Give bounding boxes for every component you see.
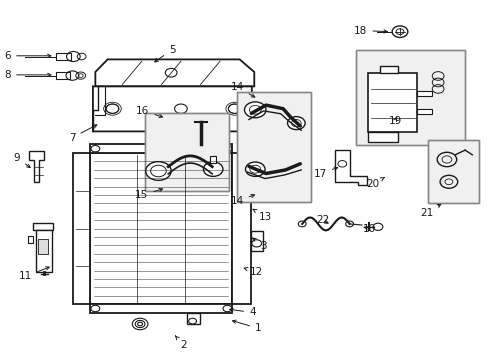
Bar: [416, 109, 431, 114]
Text: 14: 14: [230, 194, 254, 206]
Text: 5: 5: [154, 45, 175, 62]
Text: 7: 7: [69, 125, 97, 143]
Bar: [73, 153, 90, 304]
Circle shape: [287, 117, 305, 130]
Polygon shape: [33, 223, 53, 230]
Text: 20: 20: [366, 177, 384, 189]
Circle shape: [251, 240, 261, 247]
Text: 12: 12: [244, 267, 263, 277]
Bar: [250, 231, 263, 251]
Bar: [186, 313, 200, 324]
Bar: [210, 156, 216, 163]
Bar: [367, 73, 416, 132]
Polygon shape: [28, 236, 33, 243]
Bar: [416, 91, 431, 96]
Circle shape: [203, 162, 223, 176]
Text: 8: 8: [4, 70, 51, 80]
Bar: [355, 50, 464, 145]
Text: 11: 11: [19, 267, 49, 282]
Text: 13: 13: [252, 209, 271, 222]
Circle shape: [245, 162, 264, 176]
Bar: [56, 72, 70, 79]
Text: 17: 17: [313, 167, 337, 179]
Bar: [90, 153, 232, 304]
Circle shape: [244, 102, 265, 118]
Bar: [90, 144, 232, 153]
Circle shape: [145, 162, 171, 180]
Circle shape: [391, 26, 407, 37]
Bar: [144, 113, 228, 191]
Bar: [144, 113, 228, 191]
Text: 19: 19: [387, 116, 401, 126]
Text: 16: 16: [136, 106, 162, 118]
Bar: [56, 53, 71, 60]
Text: 1: 1: [232, 320, 261, 333]
Polygon shape: [334, 150, 366, 185]
Polygon shape: [93, 86, 251, 131]
Bar: [38, 239, 48, 254]
Bar: [236, 92, 311, 202]
Polygon shape: [95, 59, 254, 86]
Polygon shape: [29, 151, 44, 182]
Bar: [90, 304, 232, 313]
Text: 14: 14: [230, 82, 254, 97]
Bar: [427, 140, 478, 203]
Bar: [232, 153, 250, 304]
Text: 10: 10: [362, 224, 375, 234]
Bar: [236, 92, 311, 202]
Polygon shape: [36, 230, 52, 272]
Text: 21: 21: [419, 204, 440, 218]
Bar: [367, 132, 397, 142]
Bar: [355, 50, 464, 145]
Bar: [427, 140, 478, 203]
Text: 15: 15: [135, 188, 162, 200]
Text: 9: 9: [14, 153, 30, 168]
Text: 4: 4: [229, 307, 255, 318]
Text: 18: 18: [353, 26, 386, 36]
Text: 3: 3: [252, 238, 266, 251]
Text: 2: 2: [175, 336, 186, 350]
Text: 6: 6: [4, 51, 51, 61]
Text: 22: 22: [315, 215, 329, 225]
Bar: [380, 66, 397, 73]
